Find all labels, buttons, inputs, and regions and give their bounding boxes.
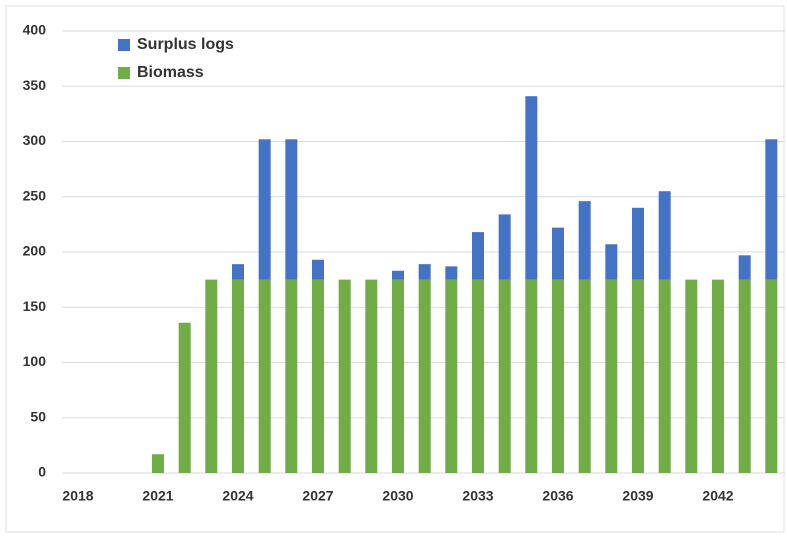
y-tick-label: 50 bbox=[30, 408, 46, 424]
bar-segment bbox=[418, 279, 431, 473]
bar-segment bbox=[445, 266, 458, 280]
bar-segment bbox=[632, 279, 644, 473]
legend-label: Surplus logs bbox=[137, 36, 234, 53]
bar-segment bbox=[232, 264, 244, 280]
bar-segment bbox=[285, 279, 298, 473]
bar-segment bbox=[765, 139, 778, 280]
bar-segment bbox=[365, 279, 378, 473]
bar-segment bbox=[205, 279, 218, 473]
bar-segment bbox=[498, 214, 511, 280]
y-tick-label: 0 bbox=[38, 464, 46, 480]
bar-segment bbox=[738, 255, 751, 280]
bar-segment bbox=[712, 279, 724, 473]
bar-segment bbox=[312, 259, 324, 280]
bar-segment bbox=[472, 232, 484, 280]
bar-segment bbox=[472, 279, 484, 473]
bar-segment bbox=[685, 279, 698, 473]
bar-segment bbox=[658, 191, 671, 280]
bar-segment bbox=[285, 139, 298, 280]
legend-swatch bbox=[118, 39, 130, 51]
bar-segment bbox=[445, 279, 458, 473]
bar-segment bbox=[605, 279, 618, 473]
bar-segment bbox=[578, 279, 591, 473]
x-tick-label: 2039 bbox=[622, 488, 653, 504]
bar-segment bbox=[258, 279, 271, 473]
bar-segment bbox=[178, 322, 191, 473]
x-tick-label: 2033 bbox=[462, 488, 493, 504]
bar-segment bbox=[338, 279, 351, 473]
y-tick-label: 400 bbox=[23, 22, 47, 38]
bar-segment bbox=[525, 96, 538, 280]
bar-segment bbox=[552, 279, 564, 473]
x-tick-label: 2021 bbox=[142, 488, 173, 504]
y-tick-label: 150 bbox=[23, 298, 47, 314]
x-tick-label: 2036 bbox=[542, 488, 573, 504]
bar-segment bbox=[525, 279, 538, 473]
bar-segment bbox=[152, 454, 164, 473]
y-tick-label: 100 bbox=[23, 353, 47, 369]
legend-swatch bbox=[118, 67, 130, 79]
bar-segment bbox=[658, 279, 671, 473]
y-tick-label: 300 bbox=[23, 132, 47, 148]
y-tick-label: 250 bbox=[23, 187, 47, 203]
bar-segment bbox=[258, 139, 271, 280]
bar-segment bbox=[498, 279, 511, 473]
bar-segment bbox=[765, 279, 778, 473]
y-tick-label: 350 bbox=[23, 77, 47, 93]
bar-segment bbox=[552, 227, 564, 280]
y-tick-label: 200 bbox=[23, 243, 47, 259]
x-tick-label: 2030 bbox=[382, 488, 413, 504]
legend-label: Biomass bbox=[137, 64, 204, 81]
bar-segment bbox=[578, 201, 591, 280]
bar-segment bbox=[312, 279, 324, 473]
bar-segment bbox=[605, 244, 618, 280]
bar-segment bbox=[392, 279, 404, 473]
bar-segment bbox=[632, 207, 644, 280]
bar-segment bbox=[392, 270, 404, 280]
bar-segment bbox=[418, 264, 431, 280]
x-tick-label: 2027 bbox=[302, 488, 333, 504]
chart-border bbox=[5, 5, 785, 533]
x-tick-label: 2018 bbox=[62, 488, 93, 504]
bar-segment bbox=[738, 279, 751, 473]
x-tick-label: 2024 bbox=[222, 488, 253, 504]
x-tick-label: 2042 bbox=[702, 488, 733, 504]
bar-segment bbox=[232, 279, 244, 473]
